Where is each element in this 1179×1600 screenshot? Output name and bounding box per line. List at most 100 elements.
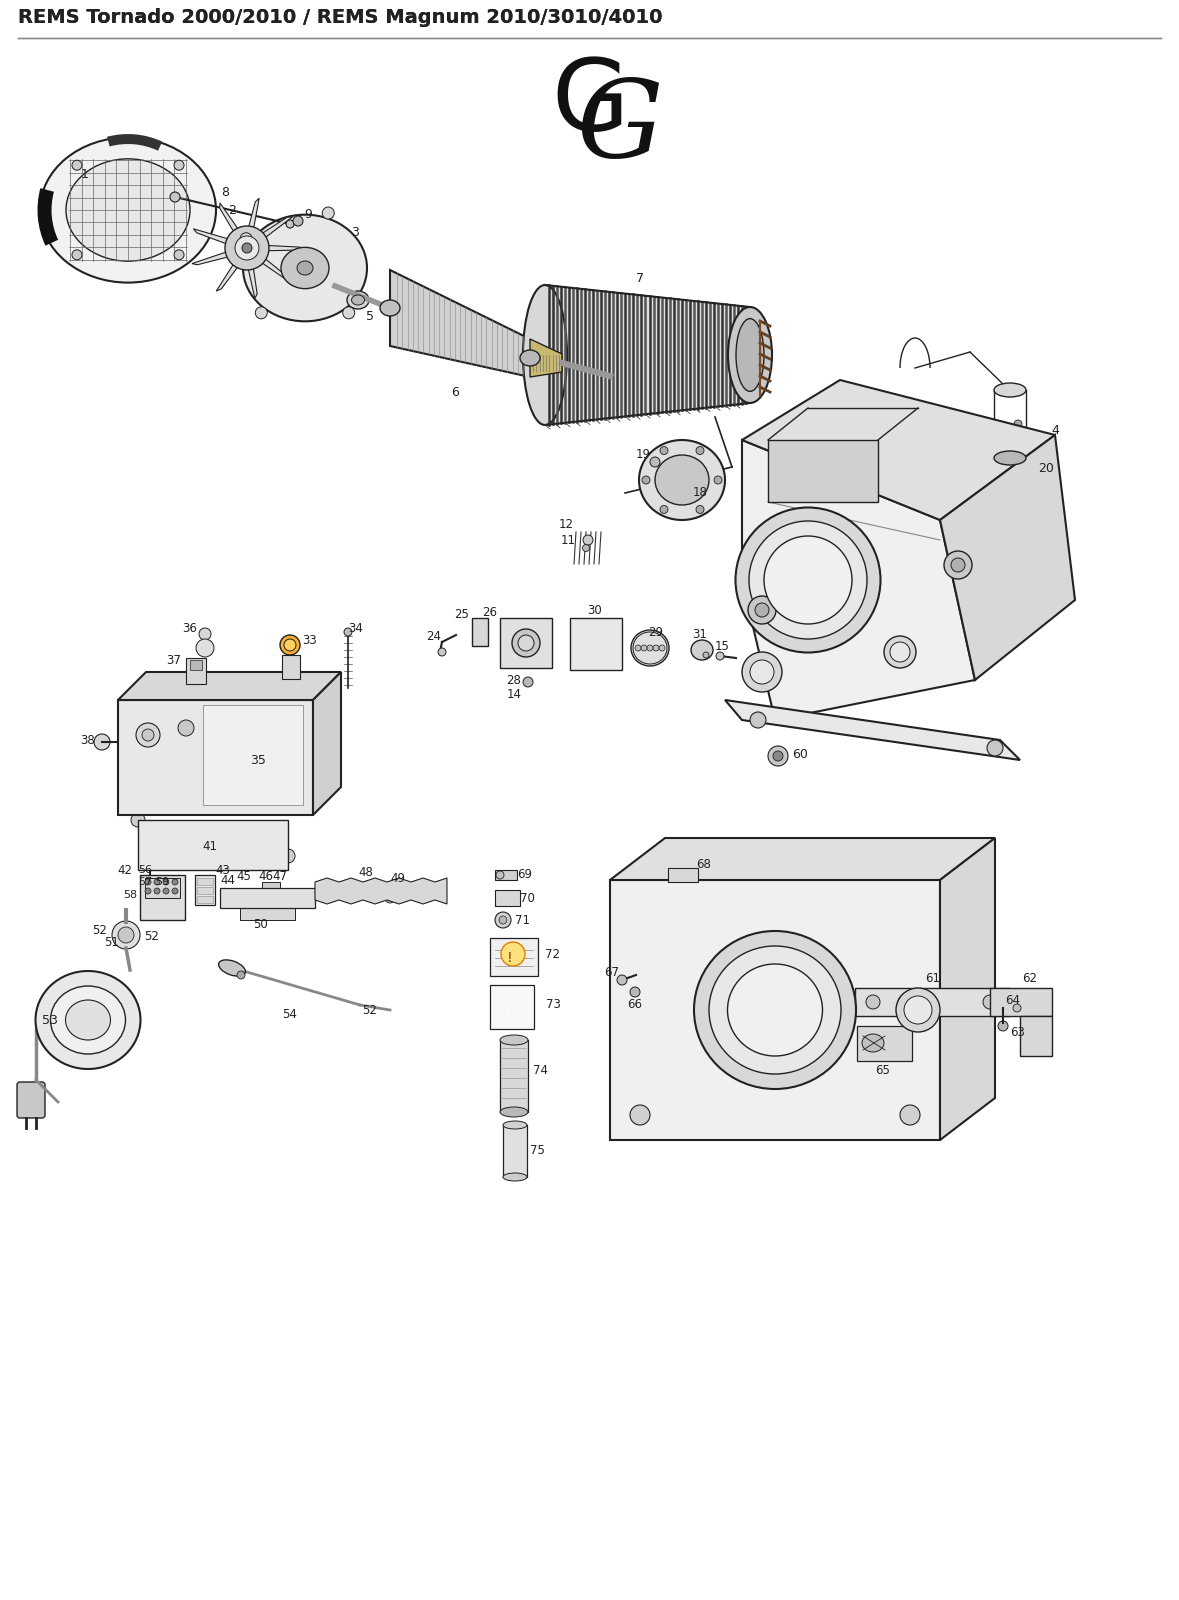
Text: 7: 7: [635, 272, 644, 285]
Circle shape: [322, 206, 335, 219]
Circle shape: [178, 720, 195, 736]
Circle shape: [659, 645, 665, 651]
Circle shape: [237, 971, 245, 979]
Ellipse shape: [500, 1035, 528, 1045]
Ellipse shape: [994, 451, 1026, 466]
Circle shape: [154, 888, 160, 894]
Circle shape: [145, 878, 151, 885]
Circle shape: [281, 850, 295, 862]
Circle shape: [768, 746, 788, 766]
Ellipse shape: [380, 301, 400, 317]
Bar: [197, 896, 213, 902]
Polygon shape: [940, 838, 995, 1139]
Circle shape: [660, 446, 668, 454]
Circle shape: [145, 888, 151, 894]
Bar: [138, 819, 288, 870]
Circle shape: [199, 627, 211, 640]
Text: 53: 53: [42, 1013, 58, 1027]
Text: 52: 52: [363, 1003, 377, 1016]
Circle shape: [747, 595, 776, 624]
Bar: [262, 882, 279, 894]
Ellipse shape: [523, 285, 567, 426]
Circle shape: [141, 730, 154, 741]
Bar: [500, 1040, 528, 1112]
Circle shape: [236, 894, 244, 902]
Text: 37: 37: [166, 653, 182, 667]
Ellipse shape: [764, 536, 852, 624]
Polygon shape: [216, 253, 246, 291]
Bar: [990, 987, 1052, 1016]
Polygon shape: [725, 701, 1020, 760]
Polygon shape: [118, 672, 341, 701]
Circle shape: [643, 477, 650, 483]
Text: 68: 68: [697, 858, 711, 870]
Text: 75: 75: [529, 1144, 545, 1157]
Circle shape: [242, 243, 252, 253]
Circle shape: [890, 642, 910, 662]
Circle shape: [112, 922, 140, 949]
Text: 8: 8: [220, 187, 229, 200]
Circle shape: [898, 995, 913, 1010]
Polygon shape: [251, 250, 290, 282]
Circle shape: [294, 216, 303, 226]
Ellipse shape: [656, 454, 709, 506]
Circle shape: [660, 506, 668, 514]
Circle shape: [635, 645, 641, 651]
Circle shape: [72, 250, 83, 259]
Text: 73: 73: [546, 997, 560, 1011]
Text: 19: 19: [635, 448, 651, 461]
Bar: [197, 886, 213, 894]
Circle shape: [231, 837, 245, 851]
Text: 33: 33: [303, 634, 317, 646]
Bar: [1020, 1016, 1052, 1056]
Text: 59: 59: [154, 877, 169, 886]
Circle shape: [523, 677, 533, 686]
Bar: [472, 618, 488, 646]
Circle shape: [256, 307, 268, 318]
Bar: [610, 880, 940, 1139]
Text: 48: 48: [358, 866, 374, 878]
Text: 25: 25: [455, 608, 469, 621]
Text: 44: 44: [220, 874, 236, 886]
FancyBboxPatch shape: [17, 1082, 45, 1118]
Circle shape: [495, 912, 511, 928]
Polygon shape: [940, 435, 1075, 680]
Circle shape: [499, 915, 507, 925]
Bar: [490, 938, 538, 976]
Polygon shape: [251, 216, 292, 245]
Circle shape: [344, 627, 353, 635]
Circle shape: [641, 645, 647, 651]
Text: 51: 51: [105, 936, 119, 949]
Ellipse shape: [633, 632, 667, 664]
Text: 63: 63: [1010, 1027, 1026, 1040]
Text: 41: 41: [203, 840, 217, 853]
Text: 5: 5: [365, 310, 374, 323]
Bar: [495, 890, 520, 906]
Bar: [220, 888, 315, 909]
Polygon shape: [245, 198, 259, 242]
Text: 3: 3: [351, 226, 358, 238]
Polygon shape: [255, 245, 305, 251]
Text: 62: 62: [1022, 971, 1038, 984]
Bar: [490, 986, 534, 1029]
Text: 58: 58: [123, 890, 137, 899]
Ellipse shape: [691, 640, 713, 659]
Circle shape: [343, 307, 355, 318]
Circle shape: [174, 160, 184, 170]
Circle shape: [149, 878, 156, 886]
Circle shape: [286, 219, 294, 227]
Circle shape: [386, 893, 395, 902]
Circle shape: [944, 550, 971, 579]
Text: 20: 20: [1038, 461, 1054, 475]
Bar: [190, 659, 202, 670]
Polygon shape: [193, 229, 241, 248]
Circle shape: [582, 544, 590, 552]
Circle shape: [650, 458, 660, 467]
Ellipse shape: [40, 138, 216, 283]
Bar: [197, 878, 213, 885]
Circle shape: [904, 995, 933, 1024]
Circle shape: [750, 712, 766, 728]
Circle shape: [94, 734, 110, 750]
Circle shape: [951, 558, 964, 573]
Text: 65: 65: [876, 1064, 890, 1077]
